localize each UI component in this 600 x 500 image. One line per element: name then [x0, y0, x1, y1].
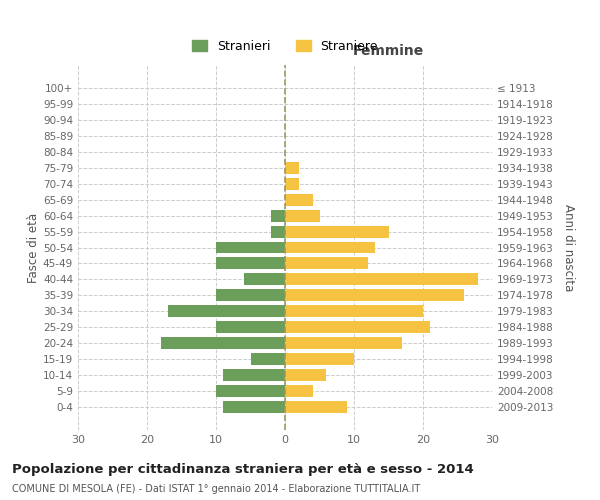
Bar	[285, 162, 299, 173]
Bar	[285, 402, 347, 413]
Bar	[244, 274, 285, 285]
Bar	[285, 258, 368, 270]
Bar	[285, 274, 478, 285]
Bar	[251, 354, 285, 366]
Bar	[285, 370, 326, 382]
Text: Popolazione per cittadinanza straniera per età e sesso - 2014: Popolazione per cittadinanza straniera p…	[12, 462, 474, 475]
Bar	[216, 322, 285, 334]
Bar	[216, 258, 285, 270]
Y-axis label: Fasce di età: Fasce di età	[27, 212, 40, 282]
Bar	[271, 226, 285, 237]
Bar	[285, 386, 313, 398]
Bar	[161, 338, 285, 349]
Bar	[285, 338, 402, 349]
Bar	[285, 354, 354, 366]
Bar	[223, 402, 285, 413]
Text: Femmine: Femmine	[353, 44, 424, 58]
Bar	[216, 290, 285, 302]
Bar	[216, 386, 285, 398]
Bar	[168, 306, 285, 318]
Bar	[285, 322, 430, 334]
Bar	[271, 210, 285, 222]
Bar	[285, 226, 389, 237]
Bar	[216, 242, 285, 254]
Legend: Stranieri, Straniere: Stranieri, Straniere	[187, 34, 383, 58]
Bar	[285, 178, 299, 190]
Y-axis label: Anni di nascita: Anni di nascita	[562, 204, 575, 291]
Bar	[285, 290, 464, 302]
Bar	[223, 370, 285, 382]
Text: COMUNE DI MESOLA (FE) - Dati ISTAT 1° gennaio 2014 - Elaborazione TUTTITALIA.IT: COMUNE DI MESOLA (FE) - Dati ISTAT 1° ge…	[12, 484, 420, 494]
Bar	[285, 194, 313, 205]
Bar	[285, 210, 320, 222]
Bar	[285, 242, 374, 254]
Bar	[285, 306, 423, 318]
